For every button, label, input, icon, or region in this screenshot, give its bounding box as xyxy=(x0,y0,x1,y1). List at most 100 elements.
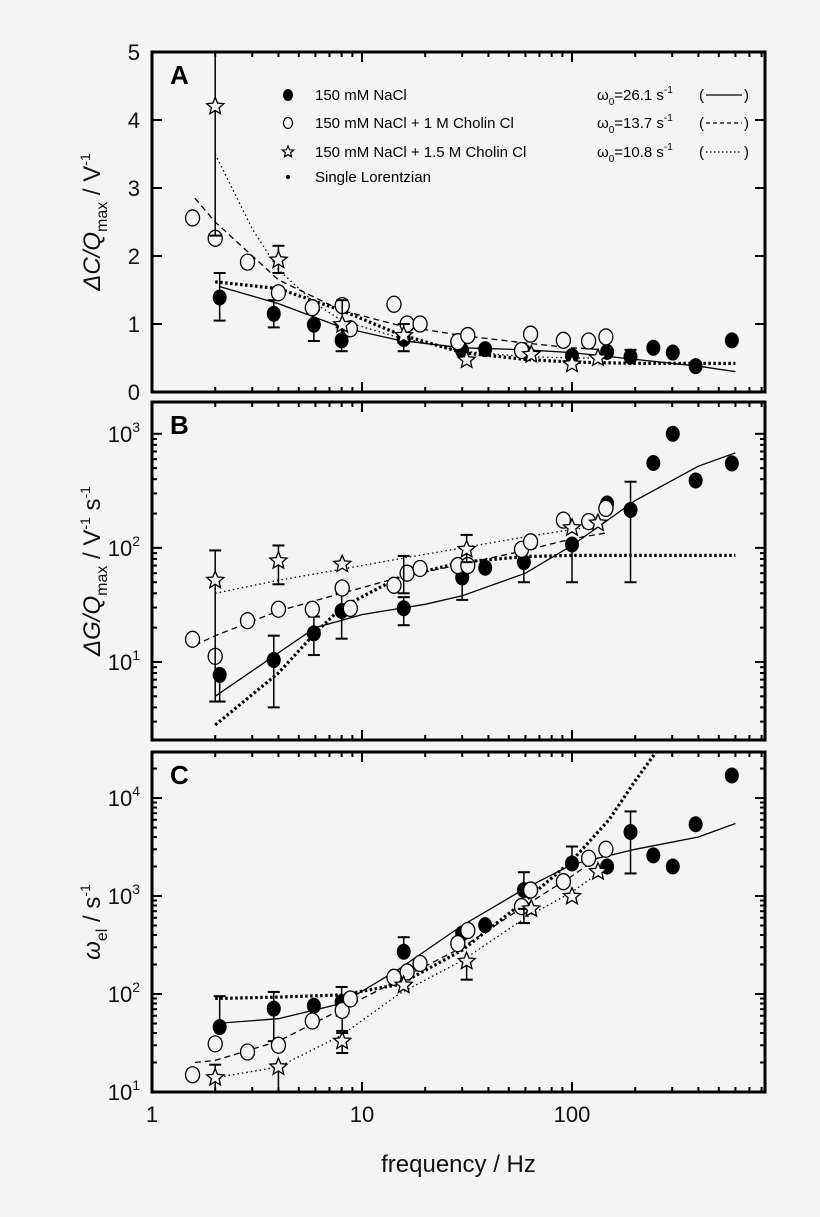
data-point-open-circle xyxy=(412,315,428,333)
data-point-open-circle xyxy=(239,1043,256,1061)
y-tick-exponent: 1 xyxy=(132,647,140,663)
data-point-filled-circle xyxy=(306,625,321,642)
y-tick-exponent: 2 xyxy=(132,979,140,995)
y-axis-title: ΔG/Qmax / V-1 s-1 xyxy=(77,486,111,657)
data-points xyxy=(184,425,739,709)
y-title-main: ΔC/Q xyxy=(79,232,106,292)
y-title-subscript: el xyxy=(94,929,111,941)
data-point-star xyxy=(456,950,477,970)
omega-subscript: 0 xyxy=(609,97,615,108)
data-point-filled-circle xyxy=(478,341,493,358)
y-tick-exponent: 2 xyxy=(132,533,140,549)
data-point-star xyxy=(393,974,414,994)
omega-superscript: -1 xyxy=(664,113,673,124)
data-point-open-circle xyxy=(304,299,320,317)
data-points xyxy=(184,52,739,375)
data-point-open-circle xyxy=(598,328,614,346)
data-point-filled-circle xyxy=(646,454,661,471)
data-point-star xyxy=(587,347,609,367)
legend-marker-dot xyxy=(286,175,290,179)
data-point-open-circle xyxy=(460,556,476,575)
data-point-star xyxy=(587,512,609,532)
data-point-open-circle xyxy=(412,559,428,578)
data-point-star xyxy=(332,1030,353,1050)
y-tick-exponent: 3 xyxy=(132,419,140,435)
data-point-star xyxy=(268,249,289,269)
data-point-filled-circle xyxy=(478,559,493,576)
data-point-star xyxy=(456,349,477,369)
y-title-superscript-2: -1 xyxy=(77,486,93,499)
y-tick-base: 10 xyxy=(108,982,132,1007)
data-point-star xyxy=(561,885,583,906)
y-tick-label: 103 xyxy=(108,881,140,909)
data-point-open-circle xyxy=(184,209,201,227)
y-tick-base: 10 xyxy=(108,884,132,909)
omega-symbol: ω xyxy=(597,87,609,104)
data-point-star xyxy=(587,861,609,881)
y-title-subscript: max xyxy=(94,566,111,596)
data-point-filled-circle xyxy=(724,455,739,472)
data-point-open-circle xyxy=(270,284,287,302)
data-point-filled-circle xyxy=(478,917,493,934)
data-point-filled-circle xyxy=(623,348,638,365)
data-point-filled-circle xyxy=(724,767,739,784)
paren-open: ( xyxy=(699,115,704,132)
y-title-main: ΔG/Q xyxy=(79,596,106,657)
legend-marker-filled-circle xyxy=(283,89,293,101)
y-axis-title: ΔC/Qmax / V-1 xyxy=(77,153,111,292)
data-point-filled-circle xyxy=(266,652,281,669)
y-tick-base: 10 xyxy=(108,422,132,447)
data-point-filled-circle xyxy=(396,600,411,617)
data-point-open-circle xyxy=(522,533,539,551)
data-point-star xyxy=(393,324,414,345)
legend-label: 150 mM NaCl xyxy=(315,87,407,104)
data-point-open-circle xyxy=(555,331,572,349)
legend-rate-annotation: ω0=13.7 s-1 xyxy=(597,113,673,136)
y-tick-base: 10 xyxy=(108,1080,132,1105)
data-point-open-circle xyxy=(598,840,614,858)
paren-open: ( xyxy=(699,87,704,104)
y-tick-base: 10 xyxy=(108,650,132,675)
data-point-filled-circle xyxy=(724,332,739,349)
y-tick-label: 4 xyxy=(128,108,140,133)
data-point-open-circle xyxy=(386,576,402,594)
y-axis-title: ωel / s-1 xyxy=(77,884,111,960)
y-tick-label: 101 xyxy=(108,647,140,675)
y-title-superscript: -1 xyxy=(77,517,93,530)
plot-frame xyxy=(150,400,767,742)
y-title-unit-2: s xyxy=(79,498,106,517)
x-axis-title: frequency / Hz xyxy=(381,1151,536,1178)
data-point-filled-circle xyxy=(623,501,638,518)
data-point-star xyxy=(332,314,353,334)
y-title-superscript: -1 xyxy=(77,153,93,166)
fit-line-thick-dotted xyxy=(215,752,657,1001)
data-point-open-circle xyxy=(399,963,415,981)
data-point-open-circle xyxy=(207,1035,223,1053)
omega-value: =26.1 s xyxy=(614,87,664,104)
y-tick-label: 103 xyxy=(108,419,140,447)
y-title-subscript: max xyxy=(94,202,111,232)
data-point-open-circle xyxy=(270,1036,287,1054)
data-point-star xyxy=(456,538,477,559)
legend-marker-open-circle xyxy=(282,116,294,130)
data-point-open-circle xyxy=(184,1066,201,1084)
y-tick-label: 101 xyxy=(108,1077,140,1105)
data-point-open-circle xyxy=(460,921,476,940)
y-tick-label: 0 xyxy=(128,380,140,405)
data-point-filled-circle xyxy=(688,358,703,375)
data-point-filled-circle xyxy=(665,344,680,361)
y-tick-exponent: 3 xyxy=(132,881,140,897)
data-point-open-circle xyxy=(334,579,350,597)
data-point-star xyxy=(205,569,226,589)
data-point-open-circle xyxy=(598,499,614,518)
data-point-open-circle xyxy=(342,990,358,1008)
paren-open: ( xyxy=(699,144,704,161)
omega-value: =10.8 s xyxy=(614,144,664,161)
paren-close: ) xyxy=(744,87,749,104)
data-point-filled-circle xyxy=(516,554,531,571)
paren-close: ) xyxy=(744,144,749,161)
plot-frame xyxy=(150,750,767,1094)
